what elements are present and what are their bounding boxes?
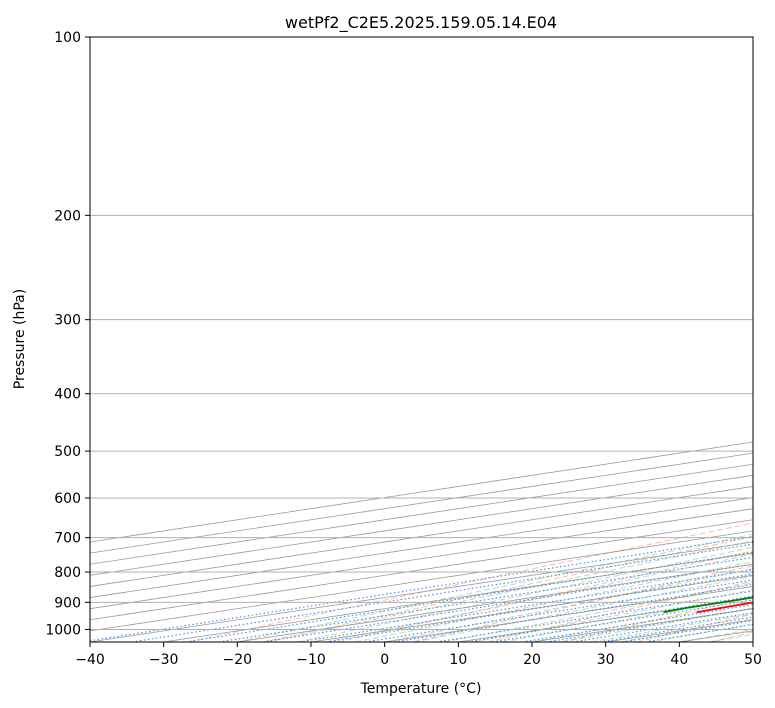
moist-adiabat bbox=[414, 575, 753, 642]
moist-adiabat bbox=[296, 546, 753, 642]
x-tick-label: 20 bbox=[523, 652, 541, 668]
x-tick-label: 10 bbox=[449, 652, 467, 668]
x-tick-label: −40 bbox=[75, 652, 105, 668]
x-tick-label: −30 bbox=[149, 652, 179, 668]
y-tick-label: 400 bbox=[54, 387, 81, 403]
x-axis-label: Temperature (°C) bbox=[360, 681, 482, 697]
mixing-ratio-line bbox=[365, 579, 753, 642]
y-tick-label: 1000 bbox=[45, 622, 81, 638]
isotherm bbox=[90, 452, 753, 554]
x-tick-label: −20 bbox=[223, 652, 253, 668]
y-tick-label: 300 bbox=[54, 313, 81, 329]
isotherm bbox=[90, 519, 753, 621]
x-axis-ticks: −40 −30 −20 −10 0 10 20 30 40 50 bbox=[75, 642, 762, 668]
x-tick-label: 40 bbox=[670, 652, 688, 668]
plot-frame bbox=[89, 36, 754, 643]
isotherm bbox=[90, 497, 753, 598]
x-tick-label: −10 bbox=[296, 652, 326, 668]
y-axis-ticks: 1000 900 800 700 600 500 400 300 200 100 bbox=[45, 30, 90, 638]
mixing-ratio-line bbox=[326, 573, 753, 642]
x-tick-label: 50 bbox=[744, 652, 762, 668]
chart-title: wetPf2_C2E5.2025.159.05.14.E04 bbox=[285, 13, 557, 33]
mixing-ratio-line bbox=[299, 569, 753, 642]
moist-adiabat bbox=[443, 582, 753, 642]
y-tick-label: 200 bbox=[54, 208, 81, 224]
x-tick-label: 0 bbox=[380, 652, 389, 668]
y-tick-label: 500 bbox=[54, 444, 81, 460]
isotherm bbox=[90, 474, 753, 576]
y-tick-label: 100 bbox=[54, 30, 81, 46]
dry-adiabat bbox=[338, 550, 753, 642]
isotherm bbox=[90, 463, 753, 565]
background-guide-lines bbox=[90, 441, 753, 642]
moist-adiabat bbox=[384, 568, 753, 642]
y-axis-label: Pressure (hPa) bbox=[12, 289, 28, 389]
isotherm bbox=[90, 486, 753, 587]
y-tick-label: 900 bbox=[54, 595, 81, 611]
y-tick-label: 600 bbox=[54, 491, 81, 507]
moist-adiabat bbox=[266, 540, 753, 642]
isotherm bbox=[90, 441, 753, 543]
isotherm bbox=[90, 508, 753, 610]
isotherm bbox=[90, 530, 753, 632]
dry-adiabat bbox=[188, 522, 753, 642]
dry-adiabat bbox=[412, 565, 753, 642]
y-tick-label: 800 bbox=[54, 565, 81, 581]
x-tick-label: 30 bbox=[597, 652, 615, 668]
y-tick-label: 700 bbox=[54, 531, 81, 547]
